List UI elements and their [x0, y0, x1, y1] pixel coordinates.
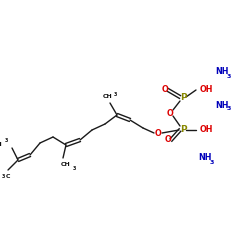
Text: 3: 3	[210, 160, 214, 164]
Text: 3: 3	[4, 138, 8, 142]
Text: P: P	[180, 92, 186, 102]
Text: O: O	[164, 136, 172, 144]
Text: NH: NH	[215, 68, 228, 76]
Text: NH: NH	[198, 154, 211, 162]
Text: O: O	[166, 108, 173, 118]
Text: OH: OH	[200, 126, 213, 134]
Text: C: C	[6, 174, 10, 178]
Text: 3: 3	[227, 106, 232, 112]
Text: NH: NH	[215, 100, 228, 110]
Text: CH: CH	[0, 142, 3, 146]
Text: 3: 3	[227, 74, 232, 78]
Text: O: O	[154, 128, 162, 138]
Text: P: P	[180, 126, 186, 134]
Text: 3: 3	[72, 166, 76, 170]
Text: 3: 3	[113, 92, 117, 96]
Text: 3: 3	[1, 174, 5, 178]
Text: CH: CH	[103, 94, 113, 100]
Text: O: O	[162, 86, 168, 94]
Text: CH: CH	[61, 162, 71, 166]
Text: OH: OH	[200, 86, 213, 94]
